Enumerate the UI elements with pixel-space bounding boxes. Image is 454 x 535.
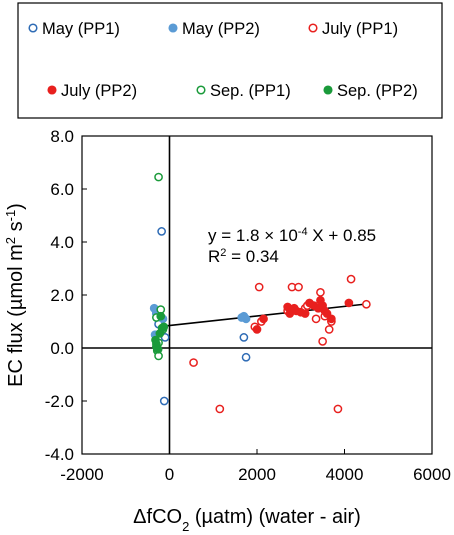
- legend-entry: July (PP1): [308, 20, 398, 38]
- x-tick-label: 6000: [413, 465, 451, 484]
- y-tick-label: 0.0: [50, 339, 74, 358]
- data-point: [215, 404, 225, 414]
- data-point: [239, 333, 249, 342]
- data-point: [252, 325, 262, 334]
- data-point: [153, 344, 163, 354]
- data-point: [327, 314, 336, 324]
- data-point: [157, 227, 166, 236]
- legend-marker: [28, 23, 38, 33]
- x-tick-label: -2000: [60, 465, 103, 484]
- y-tick-label: 6.0: [50, 180, 74, 199]
- regression-equation: y = 1.8 × 10-4 X + 0.85: [208, 226, 376, 245]
- legend-label: July (PP1): [322, 20, 398, 38]
- series-july-pp1-: [189, 274, 371, 414]
- y-axis-label: EC flux (µmol m2 s-1): [3, 203, 28, 387]
- legend-entry: May (PP2): [168, 20, 260, 38]
- data-point: [344, 298, 354, 308]
- data-point: [333, 404, 343, 414]
- series-sep-pp2-: [151, 311, 169, 354]
- y-tick-label: -4.0: [45, 445, 74, 464]
- data-point: [324, 325, 334, 334]
- legend-label: July (PP2): [61, 82, 137, 100]
- data-point: [189, 358, 198, 367]
- legend-entry: Sep. (PP1): [196, 82, 291, 100]
- legend-label: Sep. (PP2): [337, 82, 418, 100]
- data-point: [294, 282, 303, 292]
- plot-area: [81, 135, 433, 455]
- data-point: [254, 282, 264, 292]
- x-tick-label: 0: [165, 465, 174, 484]
- legend-marker: [47, 85, 57, 95]
- x-axis-label: ΔfCO2 (µatm) (water - air): [133, 506, 361, 534]
- legend-label: Sep. (PP1): [210, 82, 291, 100]
- data-point: [159, 396, 169, 406]
- y-tick-label: 2.0: [50, 286, 74, 305]
- data-point: [362, 299, 371, 309]
- data-point: [241, 352, 251, 362]
- legend-entry: July (PP2): [47, 82, 137, 100]
- data-point: [316, 288, 325, 297]
- legend-entry: May (PP1): [28, 20, 120, 38]
- data-point: [154, 172, 163, 182]
- legend-entry: Sep. (PP2): [323, 82, 418, 100]
- r-squared-label: R2 = 0.34: [208, 247, 279, 266]
- series-july-pp2-: [252, 295, 354, 334]
- plot-frame: [81, 135, 433, 455]
- legend-marker: [196, 85, 206, 95]
- legend-label: May (PP1): [42, 20, 120, 38]
- data-point: [237, 313, 247, 322]
- data-point: [311, 314, 321, 324]
- data-point: [300, 309, 310, 318]
- legend-box: [17, 2, 443, 119]
- y-tick-label: 8.0: [50, 127, 74, 146]
- data-point: [318, 337, 327, 346]
- data-point: [156, 311, 166, 321]
- legend: May (PP1) May (PP2) July (PP1) July (PP2) Se…: [17, 2, 443, 119]
- data-point: [346, 274, 356, 284]
- legend-label: May (PP2): [182, 20, 260, 38]
- y-tick-label: -2.0: [45, 392, 74, 411]
- x-tick-label: 2000: [238, 465, 276, 484]
- data-point: [259, 314, 268, 324]
- data-point: [159, 322, 169, 332]
- legend-marker: [168, 23, 178, 33]
- legend-marker: [323, 85, 333, 95]
- x-tick-label: 4000: [326, 465, 364, 484]
- legend-marker: [308, 23, 318, 33]
- y-tick-label: 4.0: [50, 233, 74, 252]
